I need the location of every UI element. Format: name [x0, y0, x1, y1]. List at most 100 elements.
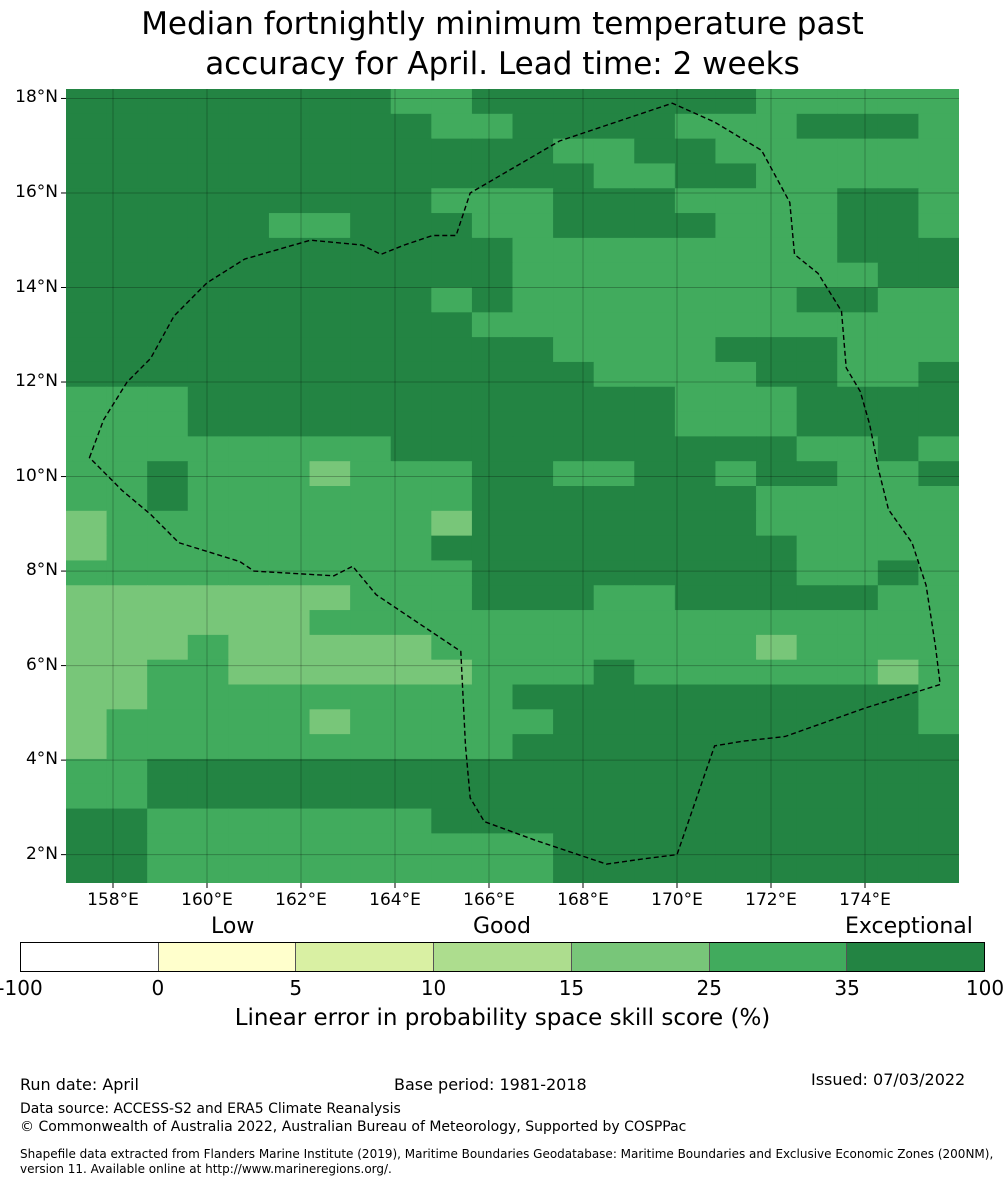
- grid-cell: [187, 312, 229, 338]
- grid-cell: [431, 585, 473, 611]
- run-date: Run date: April: [20, 1075, 139, 1094]
- grid-cell: [350, 535, 392, 562]
- grid-cell: [471, 237, 514, 264]
- grid-cell: [593, 237, 635, 264]
- grid-cell: [147, 312, 189, 338]
- grid-cell: [796, 213, 838, 239]
- grid-cell: [350, 436, 392, 462]
- grid-cell: [796, 734, 838, 760]
- grid-cell: [756, 361, 798, 388]
- grid-cell: [471, 138, 514, 165]
- latitude-label: 14°N: [15, 276, 58, 297]
- colorbar-segment: [158, 943, 297, 971]
- grid-cell: [187, 510, 229, 537]
- grid-cell: [187, 734, 229, 760]
- colorbar-tick-label: 35: [834, 976, 860, 1000]
- grid-cell: [756, 461, 798, 487]
- grid-cell: [268, 337, 311, 363]
- grid-cell: [187, 560, 229, 586]
- grid-cell: [837, 486, 879, 512]
- grid-cell: [390, 337, 432, 363]
- grid-cell: [471, 337, 514, 363]
- grid-cell: [228, 486, 270, 512]
- grid-cell: [471, 585, 514, 611]
- grid-cell: [431, 486, 473, 512]
- grid-cell: [512, 188, 554, 214]
- grid-cell: [512, 833, 554, 859]
- grid-cell: [187, 262, 229, 289]
- colorbar-tick-label: 10: [420, 976, 447, 1000]
- grid-cell: [147, 337, 189, 363]
- grid-cell: [877, 312, 920, 338]
- grid-cell: [471, 783, 514, 810]
- grid-cell: [147, 560, 189, 586]
- grid-cell: [309, 337, 351, 363]
- grid-cell: [512, 709, 554, 735]
- grid-cell: [918, 411, 959, 437]
- grid-cell: [431, 684, 473, 710]
- grid-cell: [715, 312, 757, 338]
- grid-cell: [431, 758, 473, 785]
- grid-cell: [715, 461, 757, 487]
- latitude-label: 8°N: [25, 560, 58, 581]
- grid-cell: [309, 610, 351, 636]
- grid-cell: [147, 386, 189, 413]
- grid-cell: [431, 237, 473, 264]
- grid-cell: [837, 113, 879, 140]
- grid-cell: [634, 486, 676, 512]
- grid-cell: [309, 486, 351, 512]
- grid-cell: [309, 163, 351, 189]
- grid-cell: [553, 783, 595, 810]
- grid-cell: [147, 610, 189, 636]
- grid-cell: [634, 163, 676, 189]
- grid-cell: [431, 113, 473, 140]
- grid-cell: [228, 337, 270, 363]
- grid-cell: [66, 163, 108, 189]
- grid-cell: [106, 758, 148, 785]
- grid-cell: [837, 634, 879, 661]
- grid-cell: [715, 138, 757, 165]
- grid-cell: [593, 808, 635, 834]
- grid-cell: [553, 138, 595, 165]
- grid-cell: [268, 312, 311, 338]
- grid-cell: [471, 262, 514, 289]
- grid-cell: [715, 684, 757, 710]
- grid-cell: [390, 262, 432, 289]
- grid-cell: [837, 535, 879, 562]
- grid-cell: [634, 833, 676, 859]
- grid-cell: [796, 634, 838, 661]
- grid-cell: [634, 585, 676, 611]
- grid-cell: [756, 659, 798, 686]
- grid-cell: [918, 386, 959, 413]
- grid-cell: [918, 684, 959, 710]
- grid-cell: [593, 684, 635, 710]
- grid-cell: [918, 585, 959, 611]
- grid-cell: [715, 89, 757, 115]
- grid-cell: [66, 113, 108, 140]
- grid-cell: [715, 709, 757, 735]
- grid-cell: [431, 262, 473, 289]
- grid-cell: [106, 634, 148, 661]
- grid-cell: [593, 163, 635, 189]
- latitude-label: 10°N: [15, 465, 58, 486]
- grid-cell: [593, 634, 635, 661]
- grid-cell: [553, 287, 595, 313]
- grid-cell: [634, 113, 676, 140]
- grid-cell: [593, 709, 635, 735]
- grid-cell: [796, 585, 838, 611]
- grid-cell: [553, 237, 595, 264]
- grid-cell: [228, 833, 270, 859]
- grid-cell: [512, 89, 554, 115]
- grid-cell: [512, 113, 554, 140]
- grid-cell: [837, 138, 879, 165]
- grid-cell: [106, 188, 148, 214]
- grid-cell: [634, 312, 676, 338]
- grid-cell: [512, 361, 554, 388]
- grid-cell: [228, 659, 270, 686]
- grid-cell: [268, 634, 311, 661]
- grid-cell: [877, 486, 920, 512]
- grid-cell: [66, 287, 108, 313]
- grid-cell: [350, 808, 392, 834]
- grid-cell: [634, 213, 676, 239]
- grid-cell: [877, 89, 920, 115]
